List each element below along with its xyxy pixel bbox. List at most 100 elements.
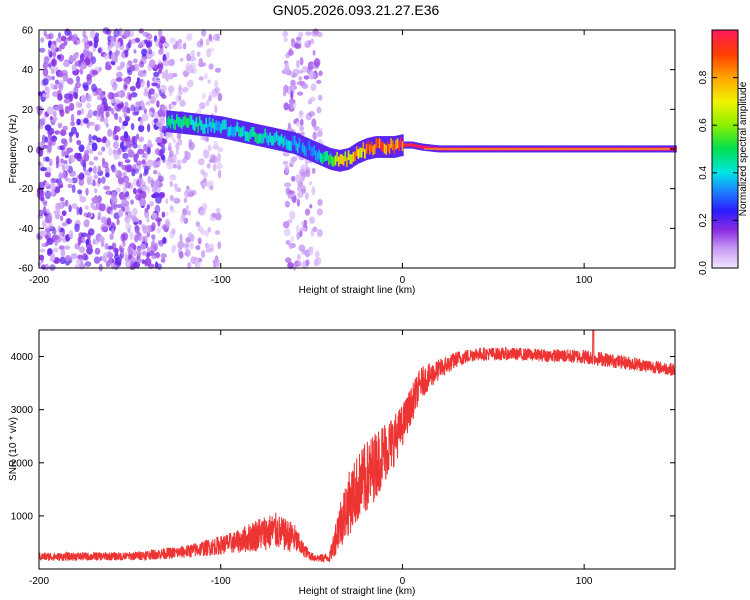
noise-speckle	[132, 58, 138, 64]
noise-speckle	[162, 237, 167, 244]
noise-speckle	[81, 37, 88, 44]
noise-speckle	[92, 199, 100, 204]
noise-speckle	[59, 215, 64, 222]
noise-speckle	[185, 65, 190, 73]
noise-speckle	[81, 253, 88, 261]
noise-speckle	[92, 240, 99, 245]
noise-speckle	[147, 47, 152, 55]
noise-speckle	[182, 42, 187, 50]
noise-speckle	[114, 134, 119, 141]
noise-speckle	[91, 83, 97, 93]
ridge-core	[341, 154, 344, 165]
ridge-core	[290, 141, 293, 152]
noise-speckle	[52, 247, 59, 253]
noise-speckle	[304, 40, 311, 48]
noise-speckle	[210, 154, 216, 163]
noise-speckle	[112, 81, 118, 91]
ridge-core	[241, 126, 244, 137]
noise-speckle	[75, 131, 79, 139]
noise-speckle	[308, 246, 314, 252]
noise-speckle	[143, 235, 148, 244]
noise-speckle	[117, 177, 124, 184]
noise-speckle	[201, 203, 208, 212]
ridge-core	[274, 133, 277, 143]
noise-speckle	[153, 118, 159, 124]
noise-speckle	[158, 193, 165, 199]
ridge-core	[223, 119, 226, 130]
noise-speckle	[302, 65, 308, 73]
noise-speckle	[69, 136, 73, 143]
noise-speckle	[181, 211, 186, 221]
ridge-core	[373, 144, 376, 154]
noise-speckle	[310, 83, 317, 92]
noise-speckle	[130, 92, 138, 98]
noise-speckle	[299, 125, 304, 132]
ridge-core	[246, 131, 249, 142]
noise-speckle	[168, 72, 174, 80]
ridge-core	[354, 151, 357, 161]
spectrogram-y-label: Frequency (Hz)	[8, 115, 19, 184]
noise-speckle	[144, 165, 149, 174]
noise-speckle	[172, 155, 177, 164]
noise-speckle	[169, 150, 174, 158]
ridge-core	[411, 143, 414, 147]
noise-speckle	[200, 169, 205, 175]
noise-speckle	[125, 191, 130, 198]
noise-speckle	[42, 220, 47, 229]
noise-speckle	[308, 181, 312, 186]
y-tick-label: 0	[27, 145, 33, 156]
noise-speckle	[116, 103, 124, 109]
noise-speckle	[287, 49, 295, 56]
noise-speckle	[100, 216, 107, 224]
noise-speckle	[283, 102, 290, 111]
y-tick-label: 3000	[11, 405, 34, 416]
noise-speckle	[299, 118, 304, 127]
noise-speckle	[98, 203, 106, 212]
ridge-core	[282, 137, 285, 148]
noise-speckle	[195, 221, 201, 227]
ridge-core	[185, 117, 188, 128]
ridge-core	[208, 117, 211, 127]
noise-speckle	[64, 164, 70, 170]
noise-speckle	[112, 247, 120, 253]
noise-speckle	[85, 243, 93, 250]
noise-speckle	[137, 258, 142, 264]
snr-axes: -200 -100 0 100 1000 2000 3000 4000	[11, 330, 675, 587]
ridge-core	[326, 150, 329, 161]
noise-speckle	[129, 264, 136, 271]
noise-speckle	[141, 113, 149, 122]
noise-speckle	[217, 147, 224, 153]
noise-speckle	[317, 127, 323, 132]
ridge-core	[378, 138, 381, 149]
noise-speckle	[314, 250, 320, 259]
noise-speckle	[132, 217, 139, 223]
noise-speckle	[161, 224, 167, 230]
noise-speckle	[60, 248, 66, 258]
noise-speckle	[162, 105, 168, 112]
noise-speckle	[183, 197, 188, 204]
noise-speckle	[41, 264, 46, 271]
noise-speckle	[289, 101, 294, 111]
noise-speckle	[121, 106, 127, 113]
ridge-core	[324, 151, 327, 161]
ridge-core	[342, 155, 345, 166]
noise-speckle	[214, 104, 218, 114]
noise-speckle	[160, 37, 165, 44]
noise-speckle	[138, 61, 145, 68]
noise-speckle	[80, 94, 87, 103]
ridge-core	[184, 115, 187, 126]
ridge-core	[218, 121, 221, 132]
noise-speckle	[116, 127, 121, 132]
noise-speckle	[141, 48, 148, 57]
noise-speckle	[316, 31, 323, 38]
noise-speckle	[179, 233, 183, 243]
noise-speckle	[123, 29, 131, 38]
ridge-core	[288, 140, 291, 151]
noise-speckle	[161, 211, 166, 218]
noise-speckle	[70, 253, 78, 260]
noise-speckle	[301, 83, 309, 89]
x-tick-label: -200	[29, 275, 49, 286]
snr-y-label: SNR (10 * v/v)	[8, 417, 19, 481]
noise-speckle	[44, 190, 52, 200]
